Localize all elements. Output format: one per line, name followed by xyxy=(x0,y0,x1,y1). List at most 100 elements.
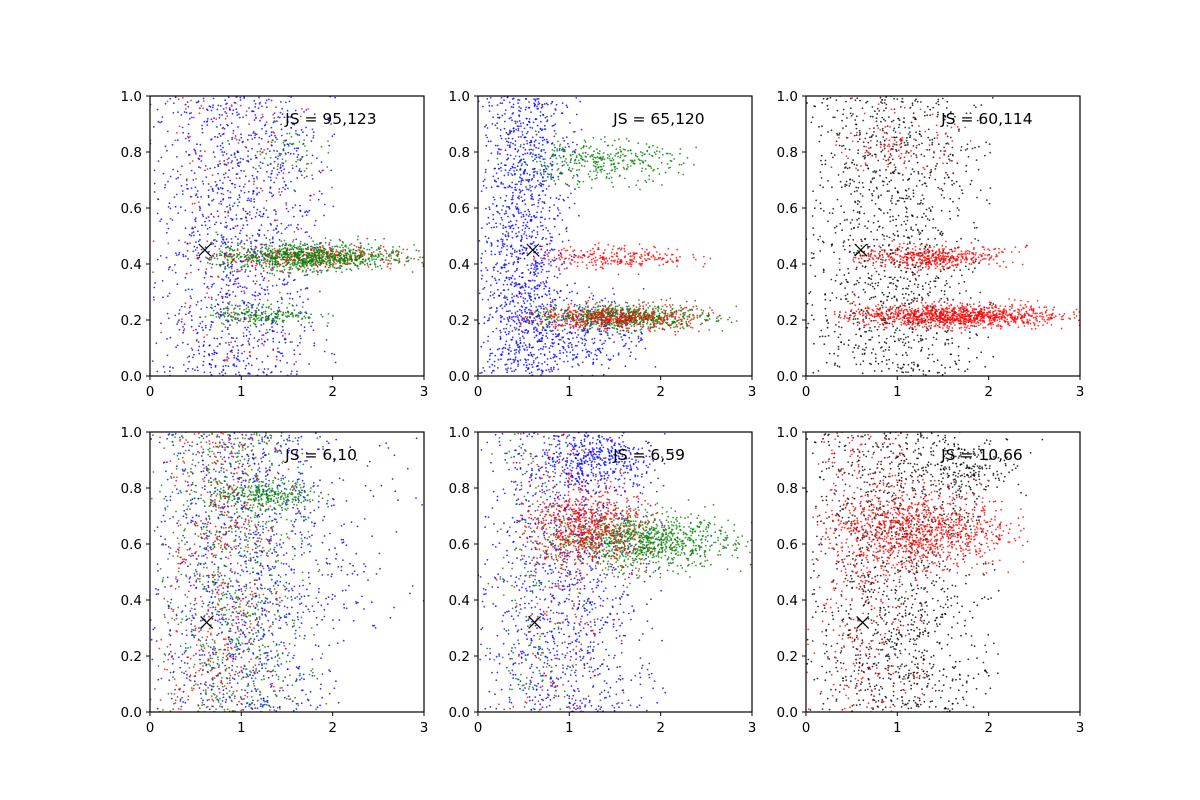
scatter-point xyxy=(231,112,234,115)
scatter-point xyxy=(215,316,218,318)
scatter-point xyxy=(518,125,520,128)
scatter-point xyxy=(532,121,535,124)
scatter-point xyxy=(251,305,254,308)
scatter-point xyxy=(530,216,533,218)
scatter-point xyxy=(293,255,295,258)
scatter-point xyxy=(153,169,156,172)
scatter-point xyxy=(501,219,504,221)
scatter-point xyxy=(234,183,236,186)
scatter-point xyxy=(519,145,522,148)
scatter-point xyxy=(220,192,223,195)
scatter-point xyxy=(519,349,521,351)
scatter-point xyxy=(248,337,251,340)
scatter-point xyxy=(587,173,590,176)
scatter-point xyxy=(270,99,273,102)
scatter-point xyxy=(526,152,529,155)
scatter-point xyxy=(255,117,257,120)
scatter-point xyxy=(210,285,213,288)
scatter-point xyxy=(489,284,492,287)
scatter-point xyxy=(547,229,549,232)
scatter-point xyxy=(193,245,196,248)
scatter-point xyxy=(493,369,495,372)
scatter-point xyxy=(226,102,228,105)
scatter-point xyxy=(528,141,531,144)
scatter-point xyxy=(531,127,534,129)
scatter-point xyxy=(310,261,313,264)
scatter-point xyxy=(490,250,493,253)
scatter-point xyxy=(640,331,642,333)
scatter-point xyxy=(512,194,514,197)
scatter-point xyxy=(488,319,490,321)
scatter-point xyxy=(509,301,512,303)
scatter-point xyxy=(270,126,273,129)
scatter-point xyxy=(483,286,486,289)
scatter-point xyxy=(264,102,267,104)
scatter-point xyxy=(224,256,227,259)
scatter-point xyxy=(569,341,572,344)
scatter-point xyxy=(529,186,532,189)
scatter-point xyxy=(263,277,266,280)
scatter-point xyxy=(316,266,319,268)
scatter-point xyxy=(525,237,528,240)
scatter-point xyxy=(138,176,140,178)
scatter-point xyxy=(501,347,504,350)
scatter-point xyxy=(317,271,319,274)
scatter-point xyxy=(514,249,516,252)
scatter-point xyxy=(278,310,281,313)
scatter-point xyxy=(363,247,365,250)
scatter-point xyxy=(502,224,505,227)
scatter-point xyxy=(256,150,259,153)
scatter-point xyxy=(267,280,270,282)
scatter-point xyxy=(403,264,406,266)
scatter-point xyxy=(524,306,527,309)
scatter-point xyxy=(265,132,267,135)
scatter-point xyxy=(244,259,246,262)
scatter-point xyxy=(224,266,227,268)
scatter-point xyxy=(514,223,517,226)
scatter-point xyxy=(238,113,240,116)
scatter-point xyxy=(281,158,284,161)
scatter-point xyxy=(517,210,520,213)
scatter-point xyxy=(220,322,223,324)
scatter-point xyxy=(650,167,653,170)
scatter-point xyxy=(252,166,255,169)
scatter-point xyxy=(218,113,221,116)
scatter-point xyxy=(270,303,272,306)
scatter-point xyxy=(339,239,341,242)
scatter-point xyxy=(281,107,283,110)
scatter-point xyxy=(470,291,472,293)
scatter-point xyxy=(323,260,326,263)
scatter-point xyxy=(254,154,257,157)
scatter-point xyxy=(230,341,233,344)
scatter-point xyxy=(511,236,514,239)
scatter-point xyxy=(523,331,526,334)
scatter-point xyxy=(374,266,377,268)
scatter-point xyxy=(542,158,545,161)
scatter-point xyxy=(413,257,415,260)
scatter-point xyxy=(542,183,545,186)
scatter-point xyxy=(515,294,518,297)
scatter-point xyxy=(280,255,283,257)
scatter-point xyxy=(232,337,235,339)
scatter-point xyxy=(304,317,307,319)
scatter-point xyxy=(658,157,661,159)
scatter-point xyxy=(147,301,149,303)
scatter-point xyxy=(517,261,520,264)
scatter-point xyxy=(169,97,172,100)
scatter-point xyxy=(530,197,533,200)
scatter-point xyxy=(276,165,279,168)
scatter-point xyxy=(576,344,578,347)
scatter-point xyxy=(375,258,377,261)
scatter-point xyxy=(548,209,551,212)
scatter-point xyxy=(531,235,534,238)
scatter-point xyxy=(280,153,282,155)
scatter-point xyxy=(328,256,331,259)
scatter-point xyxy=(190,264,192,267)
scatter-point xyxy=(318,249,321,252)
scatter-point xyxy=(524,203,527,206)
scatter-point xyxy=(176,156,178,158)
scatter-point xyxy=(548,251,550,254)
scatter-point xyxy=(252,280,255,283)
scatter-point xyxy=(259,298,261,301)
scatter-point xyxy=(278,256,281,259)
